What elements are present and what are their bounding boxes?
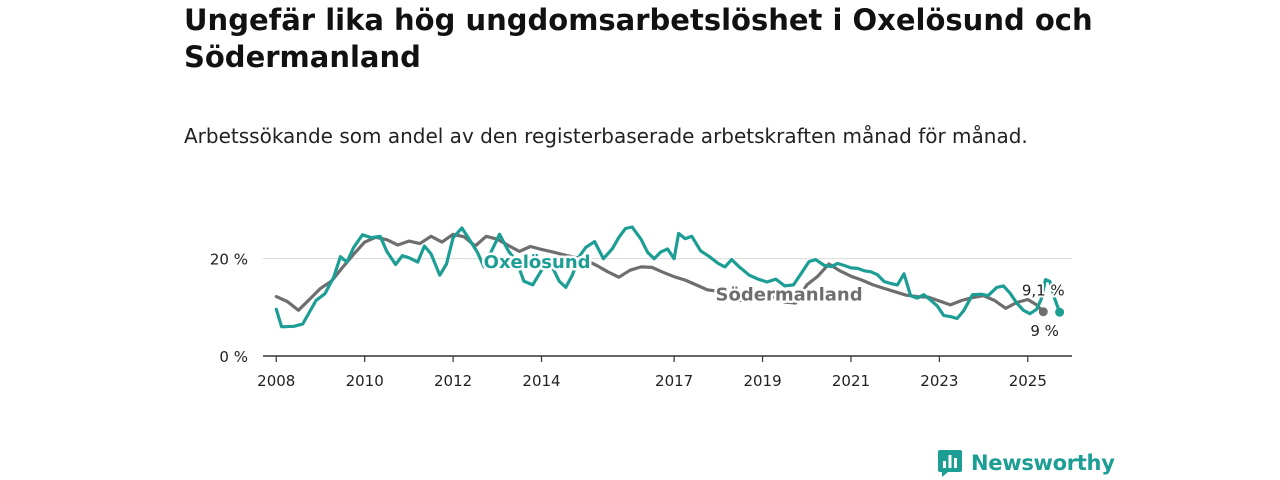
x-tick-label: 2019 [743, 372, 781, 390]
axes: 0 % 20 % 2008 2010 2012 2014 2017 2019 2021 2023 2… [210, 251, 1072, 390]
y-tick-label: 0 % [219, 348, 248, 366]
x-tick-label: 2014 [522, 372, 560, 390]
line-chart: 0 % 20 % 2008 2010 2012 2014 2017 2019 2021 2023 2… [210, 225, 1072, 390]
x-tick-label: 2008 [257, 372, 295, 390]
newsworthy-brand: Newsworthy [937, 448, 1115, 478]
x-tick-label: 2025 [1009, 372, 1047, 390]
series-labels: Oxelösund Södermanland 9,1 % 9 % [481, 249, 1067, 342]
x-tick-label: 2017 [655, 372, 693, 390]
x-tick-label: 2023 [920, 372, 958, 390]
series-name-label: Södermanland [716, 285, 863, 306]
series-line-oxel-sund [274, 225, 1062, 329]
x-tick-label: 2012 [434, 372, 472, 390]
end-point [1055, 307, 1065, 317]
series-name-label: Oxelösund [484, 252, 591, 273]
y-tick-label: 20 % [210, 251, 248, 269]
chart-subtitle: Arbetssökande som andel av den registerb… [184, 124, 1028, 148]
end-value-label: 9,1 % [1022, 282, 1065, 300]
bar-chart-logo-icon [938, 450, 962, 477]
end-value-label: 9 % [1030, 322, 1059, 340]
x-tick-label: 2021 [832, 372, 870, 390]
end-point [1038, 307, 1048, 317]
x-tick-label: 2010 [346, 372, 384, 390]
brand-name: Newsworthy [971, 451, 1115, 475]
series-lines [274, 225, 1062, 329]
chart-title: Ungefär lika hög ungdomsarbetslöshet i O… [184, 3, 1093, 74]
